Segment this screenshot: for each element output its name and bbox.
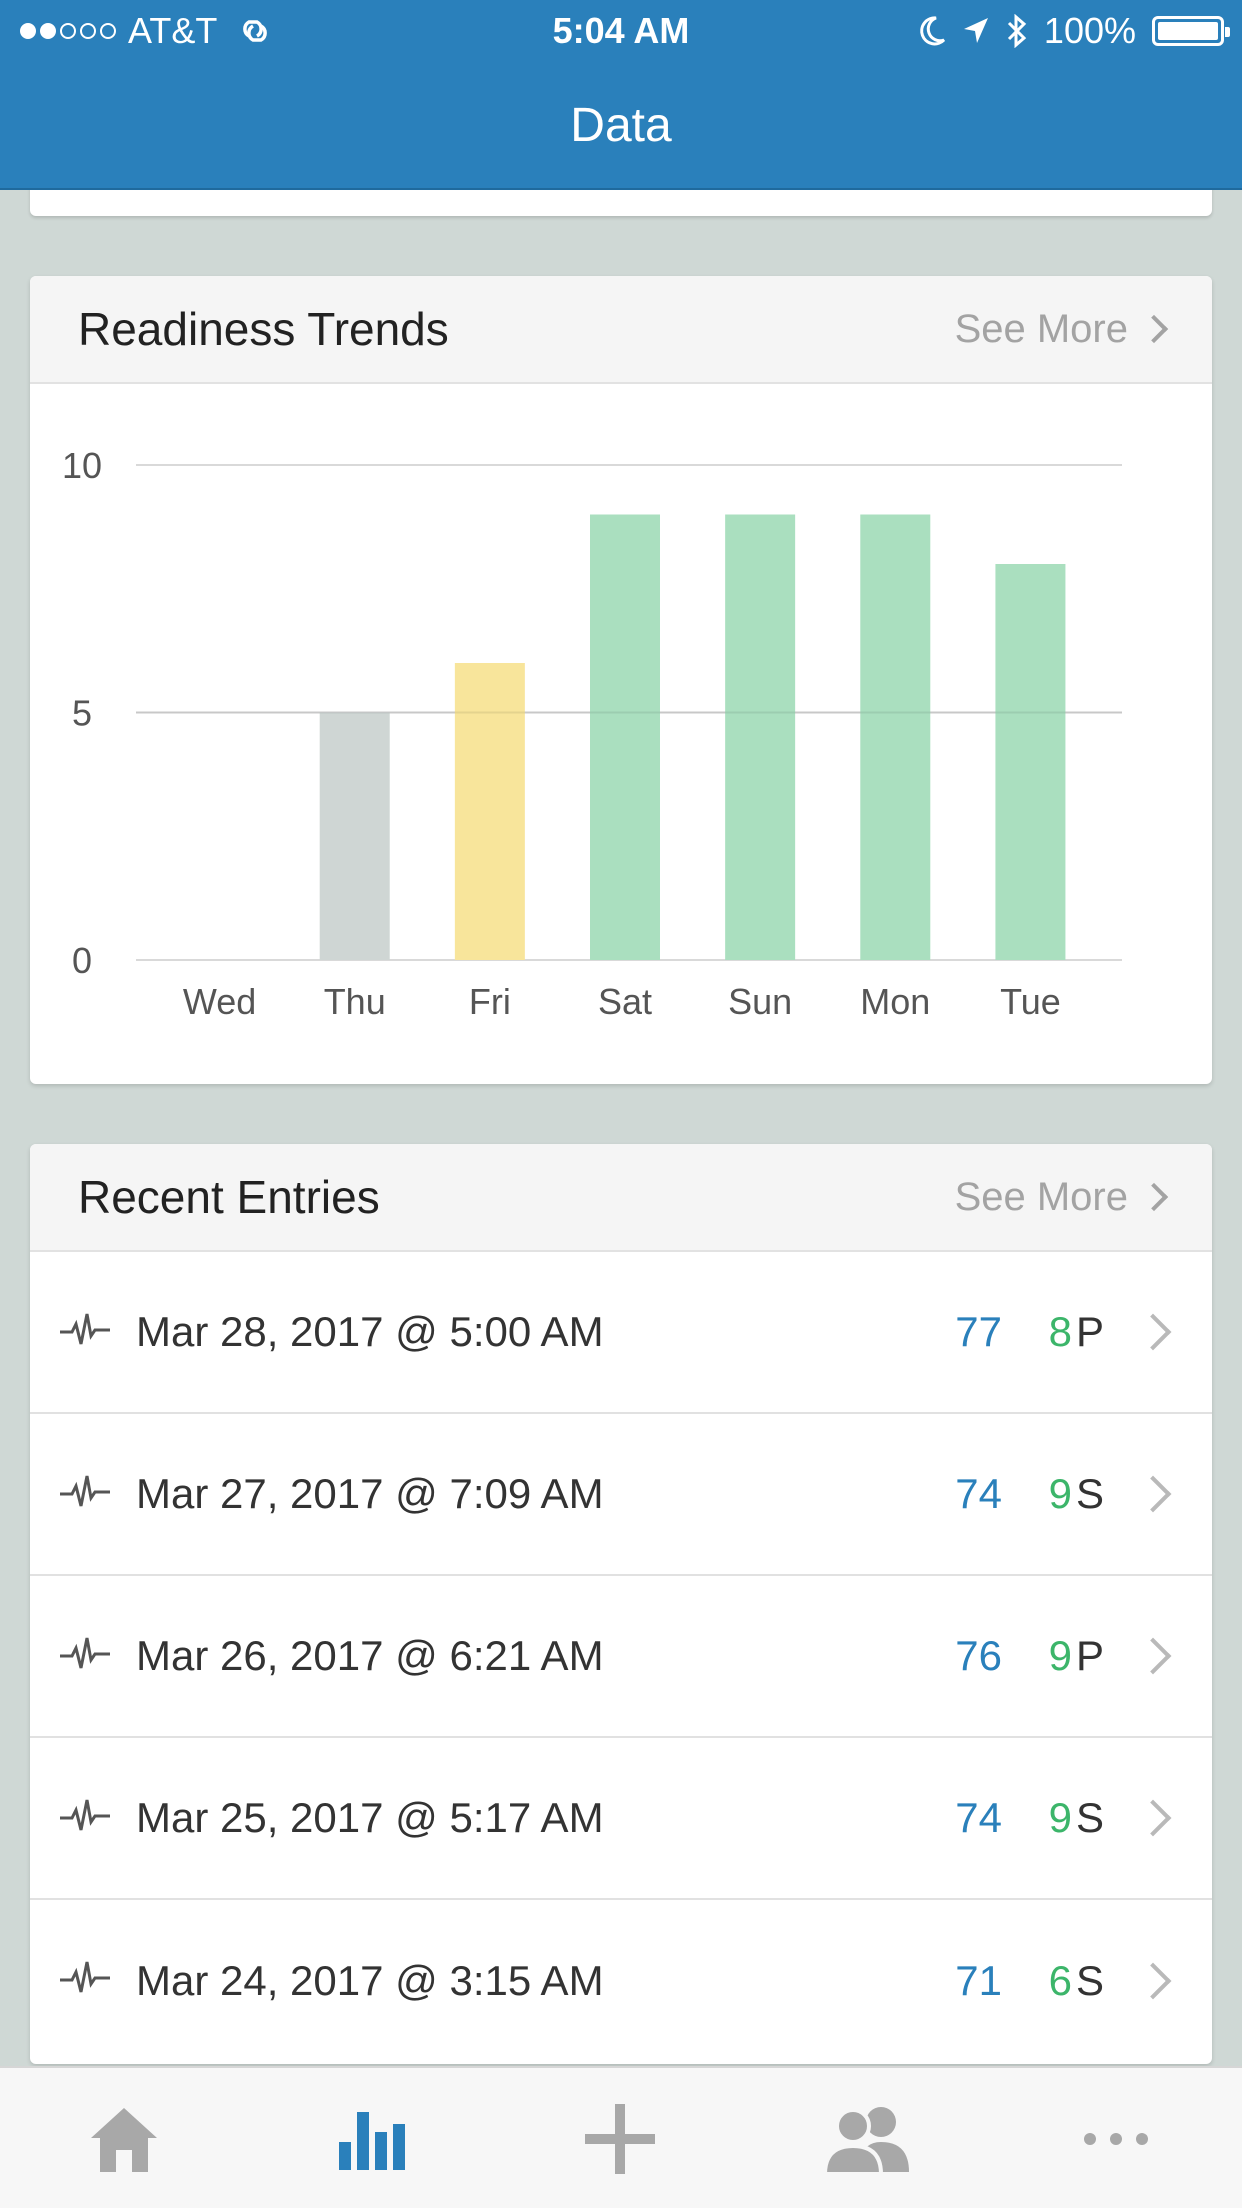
entry-date: Mar 26, 2017 @ 6:21 AM xyxy=(136,1632,604,1679)
x-tick-label: Sun xyxy=(728,981,792,1022)
chevron-right-icon xyxy=(1134,1799,1172,1837)
entry-hrv-value: 76 xyxy=(955,1632,1002,1679)
x-tick-label: Sat xyxy=(598,981,652,1022)
bar-sun xyxy=(725,514,796,960)
bar-chart-icon xyxy=(339,2112,405,2170)
y-tick-label: 0 xyxy=(72,940,92,981)
readiness-card-header: Readiness Trends See More xyxy=(30,276,1212,384)
entry-date: Mar 27, 2017 @ 7:09 AM xyxy=(136,1470,604,1517)
home-icon xyxy=(91,2108,157,2172)
entry-score-value: 6 xyxy=(1048,1957,1072,2004)
entry-score-value: 9 xyxy=(1048,1470,1072,1517)
recent-title: Recent Entries xyxy=(78,1171,380,1223)
entry-row[interactable]: Mar 28, 2017 @ 5:00 AM 77 8 P xyxy=(30,1252,1212,1414)
location-arrow-icon xyxy=(963,18,988,43)
status-right: 100% xyxy=(918,10,1230,52)
tab-bar xyxy=(0,2066,1242,2208)
status-time: 5:04 AM xyxy=(552,10,690,51)
bar-thu xyxy=(319,712,390,960)
bar-mon xyxy=(860,514,931,960)
bluetooth-icon xyxy=(1007,14,1027,48)
entry-score-letter: P xyxy=(1075,1308,1104,1355)
entry-hrv-value: 74 xyxy=(955,1794,1002,1841)
x-tick-label: Thu xyxy=(324,981,386,1022)
carrier-name: AT&T xyxy=(128,10,218,51)
tab-more[interactable] xyxy=(992,2068,1240,2208)
heartbeat-icon xyxy=(60,1475,110,1507)
entry-score-value: 8 xyxy=(1048,1308,1072,1355)
entry-hrv-value: 71 xyxy=(955,1957,1002,2004)
y-tick-label: 10 xyxy=(62,445,102,486)
entries-list: Mar 28, 2017 @ 5:00 AM 77 8 P Mar 27, 2017 @… xyxy=(30,1252,1212,2062)
see-more-label: See More xyxy=(954,1174,1128,1219)
entry-date: Mar 28, 2017 @ 5:00 AM xyxy=(136,1308,604,1355)
chevron-right-icon xyxy=(1134,1962,1172,2000)
battery-percent: 100% xyxy=(1043,10,1136,51)
chevron-right-icon xyxy=(1134,1475,1172,1513)
tab-home[interactable] xyxy=(0,2068,248,2208)
entry-score-letter: P xyxy=(1075,1632,1104,1679)
heartbeat-icon xyxy=(60,1961,110,1993)
plus-icon xyxy=(585,2104,655,2174)
entry-row[interactable]: Mar 26, 2017 @ 6:21 AM 76 9 P xyxy=(30,1576,1212,1738)
link-icon xyxy=(243,20,268,42)
chevron-right-icon xyxy=(1134,1313,1172,1351)
heartbeat-icon xyxy=(60,1637,110,1669)
bar-tue xyxy=(995,564,1066,960)
entry-hrv-value: 77 xyxy=(955,1308,1002,1355)
x-tick-label: Tue xyxy=(1000,981,1061,1022)
chevron-right-icon xyxy=(1139,1182,1169,1212)
moon-icon xyxy=(920,16,945,46)
tab-add[interactable] xyxy=(496,2068,744,2208)
entry-hrv-value: 74 xyxy=(955,1470,1002,1517)
chevron-right-icon xyxy=(1134,1637,1172,1675)
readiness-see-more-button[interactable]: See More xyxy=(954,306,1169,352)
page-title: Data xyxy=(570,99,672,152)
more-icon xyxy=(1084,2133,1148,2145)
bar-sat xyxy=(590,514,660,960)
x-tick-label: Fri xyxy=(469,981,511,1022)
recent-entries-card: Recent Entries See More Mar 28, 2017 @ 5… xyxy=(30,1144,1212,2064)
entry-score-value: 9 xyxy=(1048,1794,1072,1841)
entry-score-letter: S xyxy=(1075,1957,1104,2004)
readiness-trends-card: Readiness Trends See More 0 5 10 Wed Thu Fri S… xyxy=(30,276,1212,1084)
readiness-bar-chart: 0 5 10 Wed Thu Fri Sat Sun Mon Tue xyxy=(62,445,1122,1022)
entry-date: Mar 24, 2017 @ 3:15 AM xyxy=(136,1957,604,2004)
entry-row[interactable]: Mar 25, 2017 @ 5:17 AM 74 9 S xyxy=(30,1738,1212,1900)
entry-score-letter: S xyxy=(1075,1470,1104,1517)
entry-row[interactable]: Mar 24, 2017 @ 3:15 AM 71 6 S xyxy=(30,1900,1212,2062)
status-left: AT&T xyxy=(20,10,275,52)
x-tick-label: Wed xyxy=(183,981,256,1022)
x-tick-label: Mon xyxy=(860,981,930,1022)
y-tick-label: 5 xyxy=(72,693,92,734)
app-header: AT&T 5:04 AM 100% Da xyxy=(0,0,1242,190)
status-bar: AT&T 5:04 AM 100% xyxy=(0,0,1242,62)
recent-see-more-button[interactable]: See More xyxy=(954,1174,1169,1220)
readiness-title: Readiness Trends xyxy=(78,303,449,355)
people-icon xyxy=(823,2107,909,2176)
entry-score-letter: S xyxy=(1075,1794,1104,1841)
bar-fri xyxy=(454,663,525,960)
entry-score-value: 9 xyxy=(1048,1632,1072,1679)
entry-date: Mar 25, 2017 @ 5:17 AM xyxy=(136,1794,604,1841)
tab-data[interactable] xyxy=(248,2068,496,2208)
battery-icon xyxy=(1152,16,1230,46)
heartbeat-icon xyxy=(60,1799,110,1831)
entry-row[interactable]: Mar 27, 2017 @ 7:09 AM 74 9 S xyxy=(30,1414,1212,1576)
chevron-right-icon xyxy=(1139,314,1169,344)
see-more-label: See More xyxy=(954,306,1128,351)
signal-strength-icon xyxy=(20,23,116,39)
heartbeat-icon xyxy=(60,1313,110,1345)
tab-team[interactable] xyxy=(744,2068,992,2208)
recent-card-header: Recent Entries See More xyxy=(30,1144,1212,1252)
